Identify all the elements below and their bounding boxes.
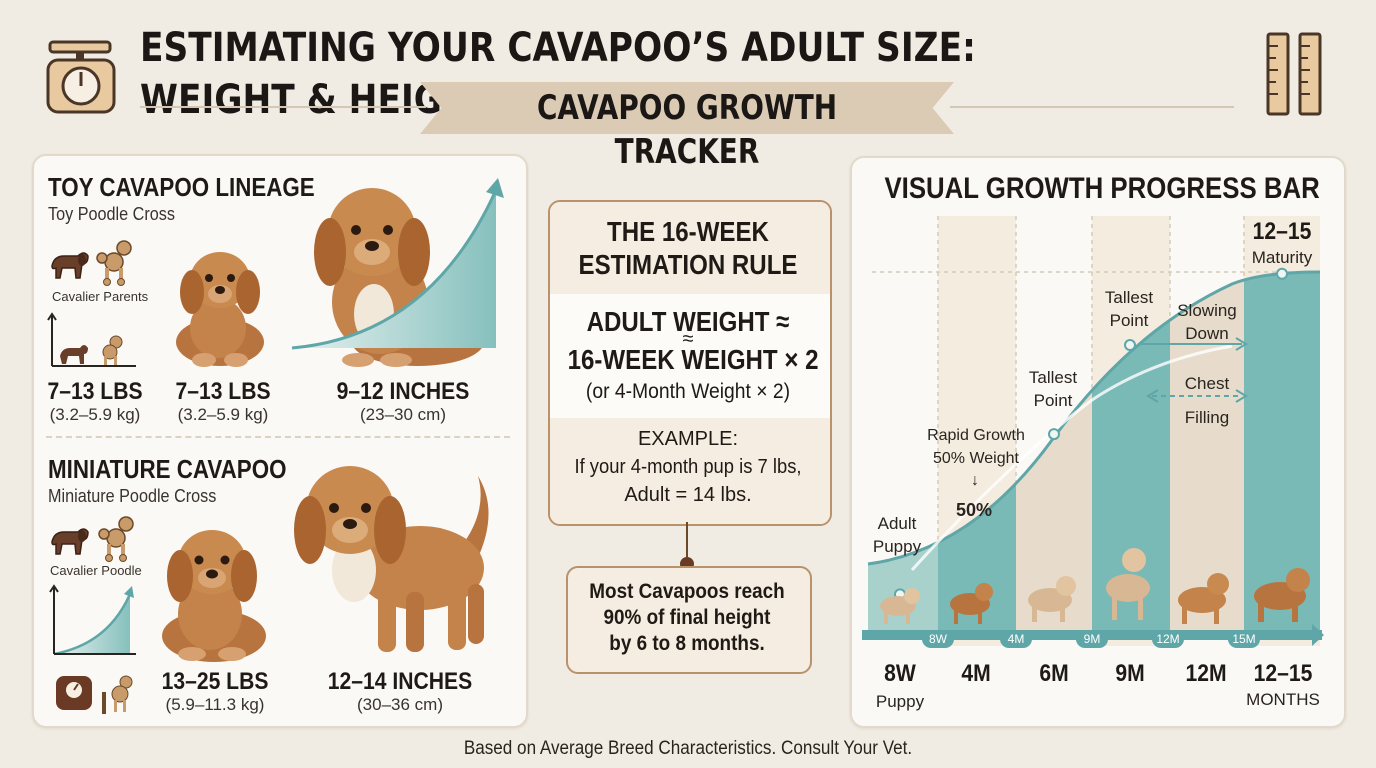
header-divider-left	[140, 106, 426, 108]
annotation-slowing-2: Down	[1185, 324, 1229, 343]
toy-parents-label: Cavalier Parents	[52, 289, 149, 304]
mini-parents-label: Cavalier Poodle	[50, 563, 142, 578]
toy-growth-curve	[290, 176, 514, 352]
header-divider-right	[950, 106, 1234, 108]
annotation-tallest-mid-2: Point	[1033, 391, 1073, 410]
curve-point-2	[1048, 428, 1060, 441]
tick-sub-months: MONTHS	[1246, 690, 1320, 709]
ribbon-banner	[420, 82, 954, 134]
note-line-1: Most Cavapoos reach	[589, 580, 785, 603]
tick-sub-puppy: Puppy	[875, 692, 925, 711]
note-line-2: 90% of final height	[603, 606, 771, 629]
ruler-icon	[1264, 30, 1324, 118]
pill-4m: 4M	[1000, 630, 1032, 648]
pill-9m: 9M	[1076, 630, 1108, 648]
mini-height-cm: (30–36 cm)	[357, 695, 443, 714]
mini-adult-dog-image	[292, 452, 512, 662]
growth-chart-title: VISUAL GROWTH PROGRESS BAR	[884, 172, 1320, 205]
example-line-1: If your 4-month pup is 7 lbs,	[574, 456, 802, 478]
toy-puppy-small-image	[160, 236, 280, 370]
mini-puppy-image	[148, 514, 278, 664]
annotation-slowing-1: Slowing	[1177, 301, 1237, 320]
note-line-3: by 6 to 8 months.	[609, 632, 765, 655]
toy-weight-2-kg: (3.2–5.9 kg)	[177, 405, 269, 424]
tick-4m: 4M	[961, 660, 991, 687]
tick-12m: 12M	[1185, 660, 1227, 687]
height-note-card	[566, 566, 812, 674]
formula-line-2: 16-WEEK WEIGHT × 2	[567, 344, 819, 375]
mini-growth-chart-icon	[48, 584, 138, 658]
example-line-2: Adult = 14 lbs.	[624, 484, 752, 506]
cavalier-icon	[48, 244, 90, 284]
estimation-rule-card	[548, 200, 832, 526]
toy-title: TOY CAVAPOO LINEAGE	[48, 172, 315, 202]
toy-height: 9–12 INCHES	[336, 378, 470, 405]
annotation-chest-2: Filling	[1184, 408, 1230, 427]
annotation-chest-1: Chest	[1184, 374, 1230, 393]
pill-15m: 15M	[1228, 630, 1260, 648]
footer-disclaimer: Based on Average Breed Characteristics. …	[463, 738, 913, 759]
poodle-brush-icon	[100, 672, 140, 716]
growth-chart-icon	[46, 312, 140, 370]
toy-subtitle: Toy Poodle Cross	[48, 204, 175, 224]
pill-8w: 8W	[922, 630, 954, 648]
toy-weight-1: 7–13 LBS	[47, 378, 143, 405]
annotation-rapid-1: Rapid Growth	[927, 427, 1025, 444]
tick-9m: 9M	[1115, 660, 1145, 687]
maturity-label: Maturity	[1251, 248, 1313, 267]
toy-height-cm: (23–30 cm)	[360, 405, 446, 424]
mini-weight-kg: (5.9–11.3 kg)	[165, 695, 265, 714]
annotation-fifty-percent: 50%	[955, 500, 993, 520]
poodle-icon-2	[94, 514, 138, 562]
mini-title: MINIATURE CAVAPOO	[48, 454, 287, 484]
curve-point-5	[1276, 267, 1288, 280]
annotation-adult-2: Puppy	[872, 537, 922, 556]
pill-12m: 12M	[1152, 630, 1184, 648]
growth-puppy-icons	[880, 548, 1310, 624]
growth-chart	[862, 216, 1324, 646]
formula-approx-symbol: ≈	[682, 328, 694, 350]
rule-title-line-2: ESTIMATION RULE	[578, 249, 798, 280]
example-title: EXAMPLE:	[637, 428, 739, 450]
annotation-tallest-mid-1: Tallest	[1028, 368, 1078, 387]
mini-subtitle: Miniature Poodle Cross	[48, 486, 217, 506]
tick-12-15: 12–15	[1253, 660, 1313, 687]
annotation-rapid-2: 50% Weight	[933, 450, 1019, 467]
annotation-tallest-top-2: Point	[1109, 311, 1149, 330]
mini-weight: 13–25 LBS	[161, 668, 269, 695]
tick-6m: 6M	[1039, 660, 1069, 687]
formula-line-3: (or 4-Month Weight × 2)	[585, 380, 791, 403]
section-divider	[46, 436, 510, 438]
connector-line	[686, 522, 688, 566]
formula-line-1: ADULT WEIGHT ≈	[586, 306, 790, 337]
weighing-scale-icon	[54, 672, 94, 712]
annotation-tallest-top-1: Tallest	[1104, 288, 1154, 307]
annotation-adult-1: Adult	[877, 514, 917, 533]
tick-8w: 8W	[884, 660, 916, 687]
ribbon-title: CAVAPOO GROWTH TRACKER	[536, 88, 838, 172]
maturity-range: 12–15	[1252, 218, 1312, 245]
scale-icon	[44, 34, 118, 114]
curve-point-3	[1124, 339, 1136, 352]
toy-weight-1-kg: (3.2–5.9 kg)	[49, 405, 141, 424]
toy-weight-2: 7–13 LBS	[175, 378, 271, 405]
annotation-arrow: ↓	[971, 472, 979, 489]
rule-title-line-1: THE 16-WEEK	[607, 216, 769, 247]
poodle-icon	[92, 238, 136, 286]
mini-height: 12–14 INCHES	[327, 668, 473, 695]
cavalier-icon-2	[48, 520, 90, 560]
